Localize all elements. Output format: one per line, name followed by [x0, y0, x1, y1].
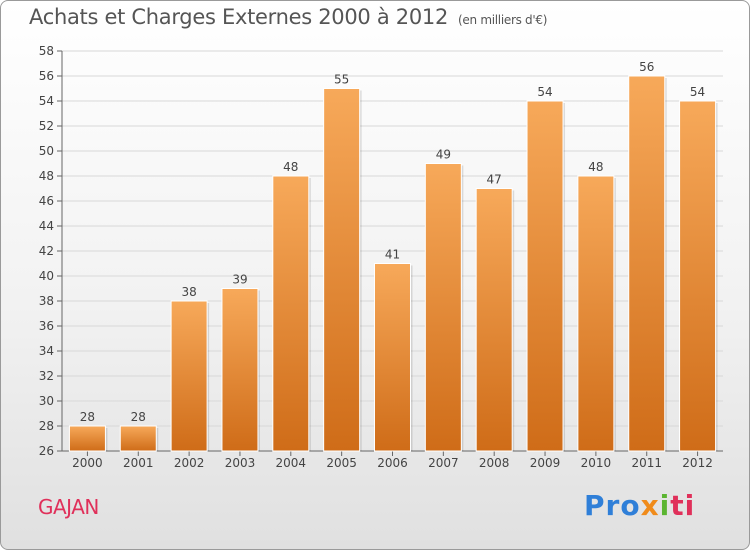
x-tick-label: 2012 — [682, 456, 713, 470]
bar — [577, 175, 615, 452]
y-tick-label: 46 — [39, 194, 54, 208]
logo-part-3: i — [659, 489, 671, 522]
bar-value-label: 48 — [588, 160, 603, 174]
proxiti-logo: Proxiti — [584, 489, 695, 522]
logo-part-4: ti — [670, 489, 696, 522]
bar-value-label: 55 — [334, 73, 349, 87]
x-tick-label: 2005 — [326, 456, 357, 470]
x-tick-label: 2011 — [631, 456, 662, 470]
bar-value-label: 54 — [537, 85, 552, 99]
y-tick-label: 34 — [39, 344, 54, 358]
x-tick-label: 2000 — [72, 456, 103, 470]
commune-name: GAJAN — [38, 495, 99, 519]
x-tick-label: 2002 — [174, 456, 205, 470]
x-tick-label: 2007 — [428, 456, 459, 470]
x-tick-label: 2008 — [479, 456, 510, 470]
bar-value-label: 41 — [385, 248, 400, 262]
bar-value-label: 39 — [232, 273, 247, 287]
y-tick-label: 48 — [39, 169, 54, 183]
x-tick-label: 2006 — [377, 456, 408, 470]
bar — [424, 163, 462, 452]
x-tick-label: 2010 — [581, 456, 612, 470]
bar — [323, 88, 361, 452]
bar-value-label: 28 — [80, 410, 95, 424]
bar — [170, 300, 208, 452]
y-tick-label: 54 — [39, 94, 54, 108]
y-tick-label: 52 — [39, 119, 54, 133]
y-tick-label: 50 — [39, 144, 54, 158]
chart-subtitle: (en milliers d'€) — [458, 13, 548, 27]
y-tick-label: 56 — [39, 69, 54, 83]
bar — [679, 100, 717, 452]
bar — [119, 425, 157, 452]
bar — [374, 263, 411, 452]
bar — [475, 188, 513, 452]
y-tick-label: 58 — [39, 44, 54, 58]
y-tick-label: 30 — [39, 394, 54, 408]
y-tick-label: 32 — [39, 369, 54, 383]
y-tick-label: 38 — [39, 294, 54, 308]
bar-layer: 28 28 38 39 48 55 41 49 47 54 48 56 54 — [68, 60, 718, 452]
y-tick-label: 26 — [39, 444, 54, 458]
bar-value-label: 56 — [639, 60, 654, 74]
logo-part-2: x — [640, 489, 660, 522]
bar-value-label: 48 — [283, 160, 298, 174]
y-tick-label: 42 — [39, 244, 54, 258]
bar — [526, 100, 564, 452]
bar — [628, 75, 666, 452]
bar — [68, 425, 106, 452]
logo-part-1: Pro — [584, 489, 641, 522]
bar-value-label: 28 — [131, 410, 146, 424]
x-tick-label: 2009 — [530, 456, 561, 470]
bar-value-label: 47 — [487, 173, 502, 187]
chart-title: Achats et Charges Externes 2000 à 2012 (e… — [29, 5, 547, 29]
x-tick-label: 2004 — [276, 456, 307, 470]
bar — [221, 288, 259, 452]
y-tick-label: 44 — [39, 219, 54, 233]
bar-value-label: 54 — [690, 85, 705, 99]
bar-value-label: 38 — [181, 285, 196, 299]
bar — [272, 175, 310, 452]
bar-value-label: 49 — [436, 148, 451, 162]
chart-title-text: Achats et Charges Externes 2000 à 2012 — [29, 5, 449, 29]
x-tick-label: 2001 — [123, 456, 154, 470]
x-tick-label: 2003 — [225, 456, 256, 470]
y-tick-label: 36 — [39, 319, 54, 333]
y-tick-label: 28 — [39, 419, 54, 433]
y-tick-label: 40 — [39, 269, 54, 283]
